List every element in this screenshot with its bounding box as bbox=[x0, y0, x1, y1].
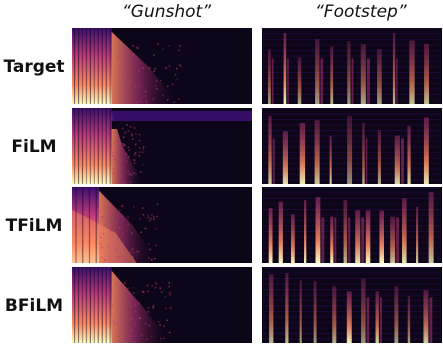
spectrogram-film-footstep bbox=[262, 108, 442, 184]
spectrogram-target-gunshot bbox=[72, 28, 252, 104]
spectrogram-tfilm-footstep bbox=[262, 187, 442, 263]
row-label-bfilm: BFiLM bbox=[4, 296, 64, 316]
column-title-footstep: “Footstep” bbox=[315, 2, 407, 22]
column-title-gunshot: “Gunshot” bbox=[122, 2, 212, 22]
row-label-target: Target bbox=[3, 57, 65, 77]
row-label-film: FiLM bbox=[11, 137, 57, 157]
spectrogram-film-gunshot bbox=[72, 108, 252, 184]
spectrogram-target-footstep bbox=[262, 28, 442, 104]
spectrogram-bfilm-footstep bbox=[262, 267, 442, 343]
spectrogram-bfilm-gunshot bbox=[72, 267, 252, 343]
spectrogram-tfilm-gunshot bbox=[72, 187, 252, 263]
row-label-tfilm: TFiLM bbox=[5, 216, 63, 236]
